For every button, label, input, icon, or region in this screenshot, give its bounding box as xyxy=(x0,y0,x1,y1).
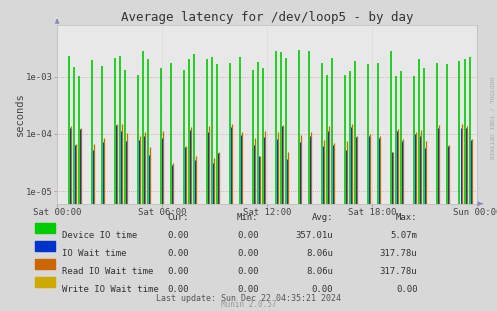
Text: 317.78u: 317.78u xyxy=(380,249,417,258)
Text: 0.00: 0.00 xyxy=(167,267,189,276)
Text: 0.00: 0.00 xyxy=(167,249,189,258)
Text: Last update: Sun Dec 22 04:35:21 2024: Last update: Sun Dec 22 04:35:21 2024 xyxy=(156,294,341,303)
Text: Avg:: Avg: xyxy=(312,213,333,222)
Y-axis label: seconds: seconds xyxy=(15,92,25,136)
Text: Device IO time: Device IO time xyxy=(62,231,137,240)
Text: 8.06u: 8.06u xyxy=(306,267,333,276)
Text: 317.78u: 317.78u xyxy=(380,267,417,276)
Text: 0.00: 0.00 xyxy=(237,231,258,240)
Text: 0.00: 0.00 xyxy=(167,231,189,240)
Text: 0.00: 0.00 xyxy=(237,285,258,294)
Text: RRDTOOL / TOBI OETIKER: RRDTOOL / TOBI OETIKER xyxy=(489,77,494,160)
Text: 0.00: 0.00 xyxy=(167,285,189,294)
Text: IO Wait time: IO Wait time xyxy=(62,249,127,258)
Title: Average latency for /dev/loop5 - by day: Average latency for /dev/loop5 - by day xyxy=(121,11,414,24)
Text: 5.07m: 5.07m xyxy=(391,231,417,240)
Text: 357.01u: 357.01u xyxy=(295,231,333,240)
Text: Min:: Min: xyxy=(237,213,258,222)
Text: Cur:: Cur: xyxy=(167,213,189,222)
Text: Read IO Wait time: Read IO Wait time xyxy=(62,267,154,276)
Text: Munin 2.0.57: Munin 2.0.57 xyxy=(221,300,276,309)
Text: 0.00: 0.00 xyxy=(396,285,417,294)
Text: Write IO Wait time: Write IO Wait time xyxy=(62,285,159,294)
Text: 0.00: 0.00 xyxy=(312,285,333,294)
Text: 8.06u: 8.06u xyxy=(306,249,333,258)
Text: 0.00: 0.00 xyxy=(237,267,258,276)
Text: 0.00: 0.00 xyxy=(237,249,258,258)
Text: Max:: Max: xyxy=(396,213,417,222)
